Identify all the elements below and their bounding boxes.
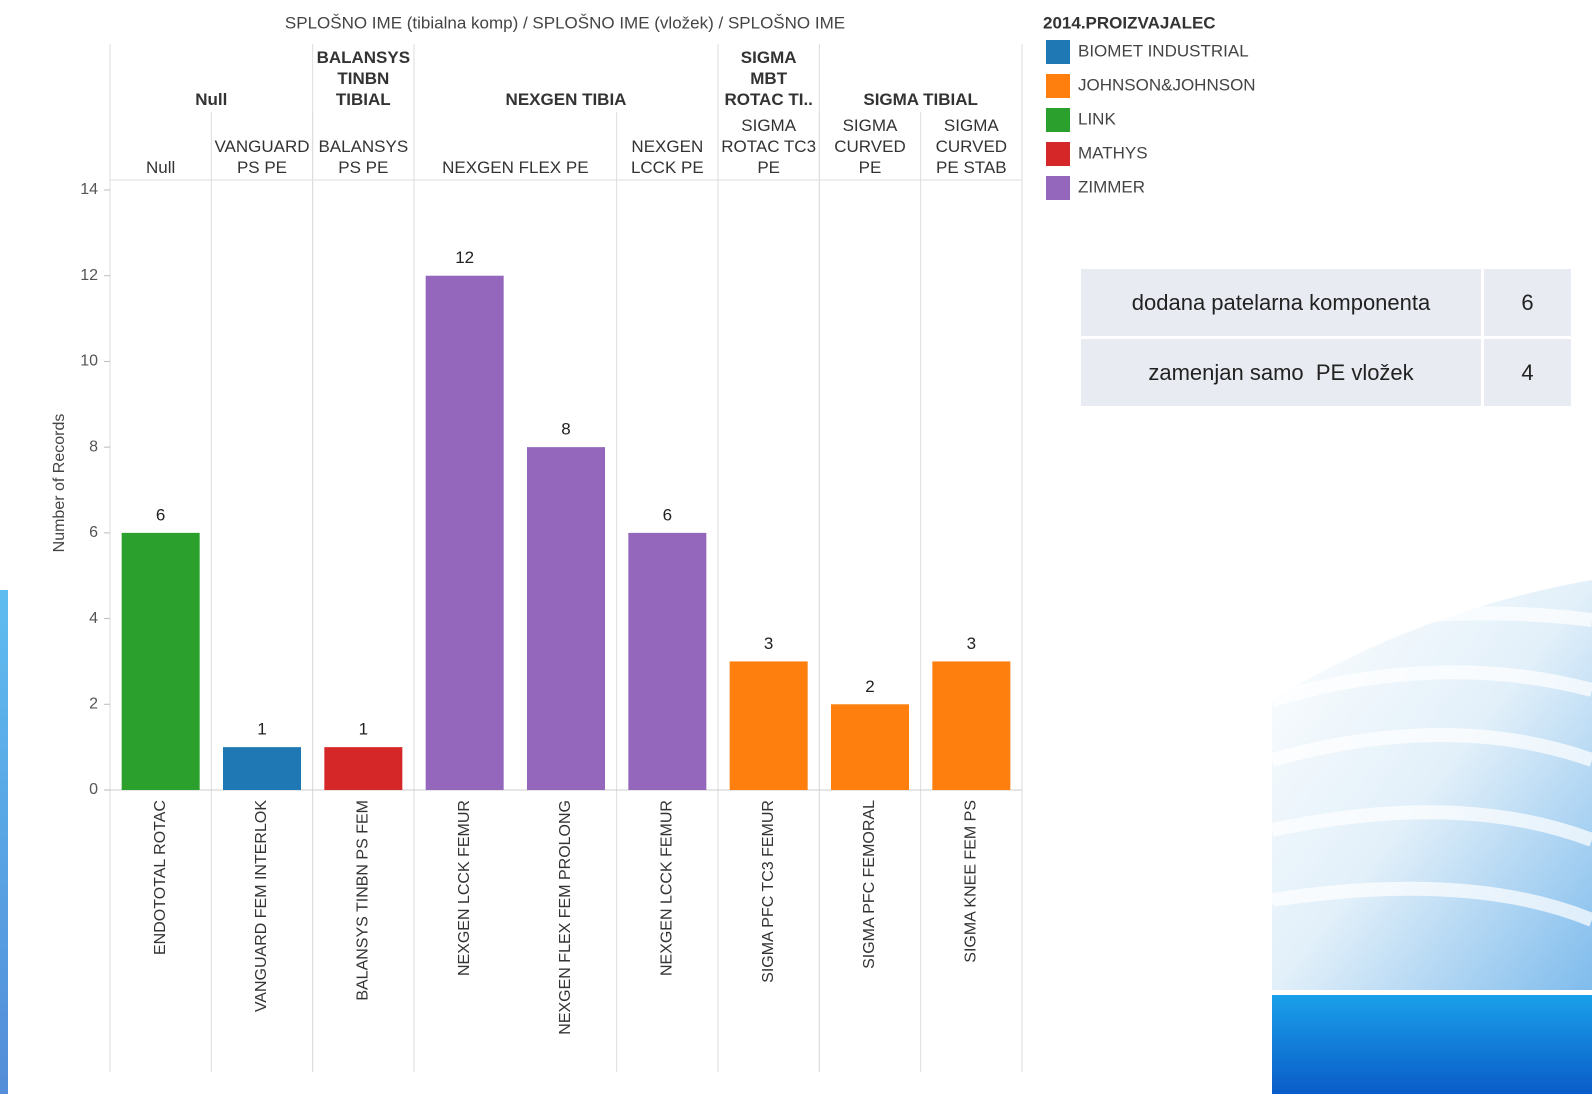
legend-title: 2014.PROIZVAJALEC [1043,13,1216,32]
left-band [0,590,8,1094]
x-tick-label: NEXGEN LCCK FEMUR [659,800,676,976]
x-tick-label: BALANSYS TINBN PS FEM [355,800,372,1001]
bar [425,275,504,790]
legend-swatch [1046,176,1070,200]
legend-swatch [1046,142,1070,166]
bar [223,747,301,790]
value-label: 6 [156,505,165,524]
bar [121,532,200,790]
bar [729,661,808,790]
y-tick-label: 2 [89,696,98,713]
value-label: 6 [663,505,672,524]
swirl-lines [1270,606,1592,927]
table-cell: dodana patelarna komponenta [1081,269,1484,336]
bar [831,704,909,790]
side-table: dodana patelarna komponenta 6 zamenjan sa… [1081,266,1571,409]
legend-swatch [1046,108,1070,132]
y-tick-label: 10 [80,353,98,370]
y-tick-label: 0 [89,781,98,798]
column-header: BALANSYS PS PE [318,137,409,177]
table-row: dodana patelarna komponenta 6 [1081,269,1571,336]
column-header: NEXGEN TIBIA [505,90,627,109]
y-axis-title: Number of Records [51,414,68,553]
column-header: SIGMA TIBIAL [863,90,978,109]
x-tick-label: VANGUARD FEM INTERLOK [253,800,270,1013]
legend-label: LINK [1078,109,1116,128]
legend-label: BIOMET INDUSTRIAL [1078,41,1249,60]
legend-label: ZIMMER [1078,177,1145,196]
bar [628,532,707,790]
table-row: zamenjan samo PE vložek 4 [1081,339,1571,406]
column-header: Null [146,158,176,177]
x-tick-label: SIGMA PFC FEMORAL [861,800,878,969]
value-label: 3 [764,634,773,653]
value-label: 12 [455,248,474,267]
y-tick-label: 12 [80,267,98,284]
blue-band [1272,995,1592,1094]
column-header: SIGMA ROTAC TC3 PE [721,116,817,177]
bar [932,661,1011,790]
legend-swatch [1046,74,1070,98]
bar [324,747,403,790]
column-header: Null [195,90,228,109]
x-tick-label: SIGMA KNEE FEM PS [963,800,980,963]
legend-label: JOHNSON&JOHNSON [1078,75,1256,94]
x-tick-label: NEXGEN FLEX FEM PROLONG [557,800,574,1035]
column-header: VANGUARD PS PE [214,137,310,177]
value-label: 2 [865,677,874,696]
y-tick-label: 6 [89,524,98,541]
legend-label: MATHYS [1078,143,1148,162]
value-label: 1 [359,720,368,739]
column-header: SIGMA CURVED PE [834,116,906,177]
x-tick-label: SIGMA PFC TC3 FEMUR [760,800,777,983]
chart-title: SPLOŠNO IME (tibialna komp) / SPLOŠNO IM… [285,13,845,32]
column-header: SIGMA MBT ROTAC TI.. [724,48,813,109]
table-cell: 4 [1484,339,1571,406]
x-tick-label: NEXGEN LCCK FEMUR [456,800,473,976]
column-header: NEXGEN LCCK PE [630,137,704,177]
table-cell: 6 [1484,269,1571,336]
value-label: 1 [257,720,266,739]
bar [527,447,605,790]
column-header: NEXGEN FLEX PE [442,158,589,177]
legend-swatch [1046,40,1070,64]
value-label: 8 [561,420,570,439]
y-tick-label: 14 [80,181,98,198]
x-tick-label: ENDOTOTAL ROTAC [152,800,169,955]
table-cell: zamenjan samo PE vložek [1081,339,1484,406]
column-header: SIGMA CURVED PE STAB [935,116,1008,177]
y-tick-label: 4 [89,610,98,627]
column-header: BALANSYS TINBN TIBIAL [316,48,411,109]
y-tick-label: 8 [89,438,98,455]
value-label: 3 [967,634,976,653]
